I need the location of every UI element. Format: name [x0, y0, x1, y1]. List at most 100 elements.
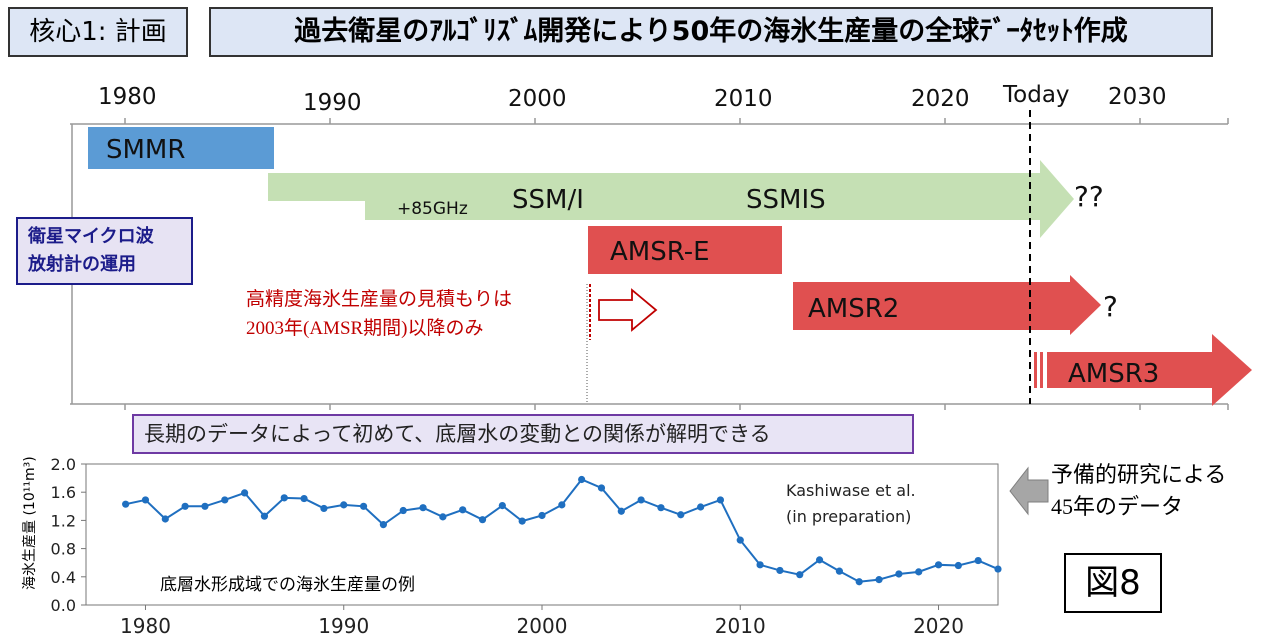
ssm-arrow: [268, 160, 1074, 238]
data-point: [895, 570, 903, 578]
satellite-label-line2: 放射計の運用: [28, 254, 136, 275]
data-point: [855, 578, 863, 586]
data-point: [379, 521, 387, 529]
timeline-diagram: 1980 1990 2000 2010 2020 Today 2030 SMMR…: [70, 82, 1252, 410]
data-point: [994, 565, 1002, 573]
amsr2-label: AMSR2: [808, 294, 899, 324]
data-point: [934, 561, 943, 569]
preliminary-line2: 45年のデータ: [1051, 494, 1184, 519]
y-tick-label: 0.0: [51, 596, 76, 615]
amsr3-stripe: [1040, 352, 1043, 388]
x-tick-label: 2000: [517, 614, 568, 636]
data-point: [716, 496, 725, 504]
data-point: [776, 566, 784, 575]
smmr-label: SMMR: [106, 135, 185, 165]
data-point: [835, 567, 843, 575]
figure-label: 図8: [1064, 553, 1162, 613]
amsr-start-arrow: [598, 288, 658, 332]
data-point: [538, 511, 546, 520]
data-point: [697, 503, 705, 511]
smmr-bar: [88, 127, 274, 169]
data-point: [498, 501, 506, 510]
amsr3-arrow: [1047, 334, 1252, 406]
data-point: [875, 576, 883, 584]
data-point: [260, 512, 269, 520]
data-point: [280, 494, 288, 502]
data-point: [617, 507, 625, 515]
section-label: 核心1: 計画: [8, 7, 188, 57]
data-point: [181, 502, 189, 510]
data-point: [478, 516, 487, 524]
satellite-label-line1: 衛星マイクロ波: [28, 226, 154, 247]
year-label-today: Today: [1002, 82, 1070, 108]
chart-caption: 底層水形成域での海氷生産量の例: [160, 575, 415, 595]
year-label-2000: 2000: [508, 86, 567, 112]
data-point: [677, 511, 685, 519]
data-point: [340, 501, 348, 509]
key-message: 長期のデータによって初めて、底層水の変動との関係が解明できる: [132, 414, 914, 454]
data-point: [796, 571, 804, 579]
year-label-1980: 1980: [98, 84, 157, 110]
data-point: [597, 484, 606, 492]
y-tick-label: 0.4: [51, 568, 76, 587]
satellite-operation-label: 衛星マイクロ波 放射計の運用: [16, 217, 193, 285]
data-point: [637, 496, 645, 504]
y-tick-label: 1.6: [51, 483, 76, 502]
left-arrow-icon: [1009, 466, 1049, 516]
sea-ice-production-chart: 0.0 0.4 0.8 1.2 1.6 2.0 1980 1990 2000 2010 2020: [51, 455, 1002, 636]
data-point: [359, 502, 368, 510]
data-point: [558, 501, 566, 509]
x-tick-label: 1990: [318, 614, 369, 636]
page-title: 過去衛星のｱﾙｺﾞﾘｽﾞﾑ開発により50年の海氷生産量の全球ﾃﾞｰﾀｾｯﾄ作成: [209, 7, 1213, 57]
amsr3-label: AMSR3: [1068, 359, 1159, 389]
data-point: [122, 500, 130, 508]
data-point: [459, 506, 467, 514]
data-point: [221, 496, 229, 504]
x-tick-label: 1980: [120, 614, 171, 636]
x-tick-label: 2010: [715, 614, 766, 636]
data-point: [320, 504, 328, 513]
data-point: [815, 556, 824, 564]
data-point: [439, 513, 447, 521]
data-point: [736, 536, 744, 544]
amsr2-unknown-label: ?: [1103, 290, 1118, 323]
y-tick-label: 0.8: [51, 540, 76, 559]
y-tick-label: 2.0: [51, 455, 76, 474]
y-tick-label: 1.2: [51, 511, 76, 530]
ssm-unknown-label: ??: [1074, 180, 1104, 213]
chart-annotation-line1: Kashiwase et al.: [786, 481, 916, 500]
amsr3-stripe: [1034, 352, 1037, 388]
year-label-2010: 2010: [714, 86, 773, 112]
data-point: [241, 489, 249, 497]
data-point: [161, 515, 169, 523]
data-point: [974, 556, 982, 565]
preliminary-line1: 予備的研究による: [1051, 462, 1227, 487]
estimation-note-line1: 高精度海氷生産量の見積もりは: [246, 289, 513, 310]
amsre-bar: [588, 226, 782, 274]
chart-annotation: Kashiwase et al. (in preparation): [786, 478, 916, 530]
estimation-note: 高精度海氷生産量の見積もりは 2003年(AMSR期間)以降のみ: [246, 285, 512, 343]
year-label-2030: 2030: [1108, 84, 1167, 110]
amsr2-arrow: [793, 275, 1101, 335]
x-tick-label: 2020: [913, 614, 964, 636]
timeline-ticks: [124, 118, 1229, 410]
chart-ylabel: 海氷生産量 (10¹¹m³): [22, 456, 38, 590]
estimation-note-line2: 2003年(AMSR期間)以降のみ: [246, 318, 484, 339]
data-point: [518, 517, 526, 525]
data-point: [201, 502, 209, 510]
ssmi-label: SSM/I: [512, 185, 584, 215]
chart-annotation-line2: (in preparation): [786, 507, 912, 526]
data-point: [578, 475, 586, 484]
data-point: [915, 568, 923, 576]
preliminary-study-note: 予備的研究による 45年のデータ: [1051, 459, 1226, 523]
ssm-85ghz-label: +85GHz: [397, 199, 468, 219]
data-point: [419, 504, 427, 512]
data-point: [141, 496, 150, 504]
data-point: [657, 504, 665, 512]
data-point: [300, 494, 308, 503]
ssmis-label: SSMIS: [746, 185, 826, 215]
data-point: [954, 561, 962, 570]
amsre-label: AMSR-E: [610, 237, 710, 267]
year-label-1990: 1990: [303, 90, 362, 116]
year-label-2020: 2020: [911, 86, 970, 112]
